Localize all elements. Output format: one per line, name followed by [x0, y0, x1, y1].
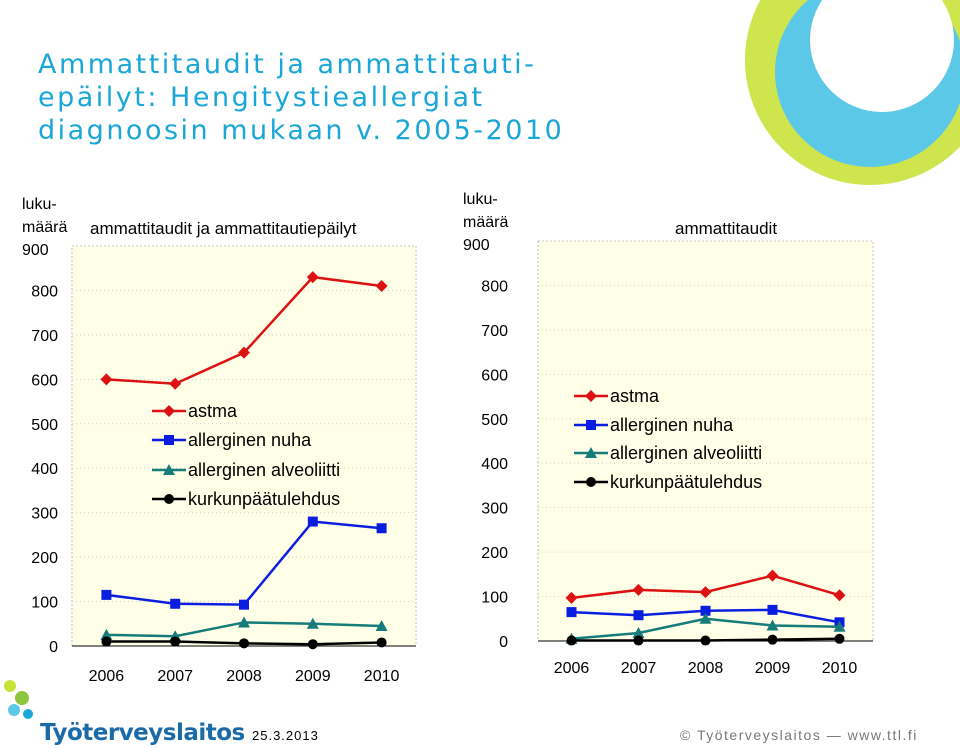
legend-marker	[586, 420, 596, 430]
y-tick-label: 500	[481, 412, 508, 429]
data-point	[377, 523, 387, 533]
legend-label: astma	[188, 401, 238, 421]
footer-copyright: © Työterveyslaitos — www.ttl.fi	[680, 727, 918, 743]
y-tick-label: 400	[31, 461, 58, 478]
y-tick-label: 200	[31, 550, 58, 567]
x-tick-label: 2008	[226, 668, 262, 685]
legend-label: astma	[610, 386, 660, 406]
x-tick-label: 2010	[822, 660, 858, 677]
chart-title: ammattitaudit ja ammattitautiepäilyt	[90, 219, 357, 238]
chart-2: 0 100 200 300 400 500 600 700 800 luku-määrä 900 20…	[463, 191, 873, 677]
data-point	[377, 637, 387, 647]
data-point	[308, 517, 318, 527]
data-point	[101, 637, 111, 647]
data-point	[567, 636, 577, 646]
footer-date: 25.3.2013	[252, 728, 319, 743]
logo-mark-icon	[4, 680, 33, 719]
y-tick-label: 900	[463, 237, 490, 254]
data-point	[170, 599, 180, 609]
data-point	[170, 637, 180, 647]
legend-label: kurkunpäätulehdus	[188, 489, 340, 509]
x-tick-label: 2009	[295, 668, 331, 685]
data-point	[701, 636, 711, 646]
chart-title: ammattitaudit	[675, 219, 777, 238]
legend-marker	[586, 477, 596, 487]
y-tick-label: 800	[481, 278, 508, 295]
x-tick-label: 2006	[554, 660, 590, 677]
y-tick-label: 100	[481, 590, 508, 607]
x-tick-label: 2008	[688, 660, 724, 677]
y-tick-label: 100	[31, 595, 58, 612]
data-point	[101, 590, 111, 600]
y-tick-label: 500	[31, 417, 58, 434]
x-tick-label: 2007	[621, 660, 657, 677]
y-tick-label: 700	[481, 323, 508, 340]
y-tick-label: 200	[481, 545, 508, 562]
y-tick-label: 400	[481, 456, 508, 473]
legend-label: allerginen nuha	[610, 415, 734, 435]
chart-1: 0 100 200 300 400 500 600 700 800 luku-määrä 900 20…	[22, 196, 416, 685]
logo-text: Työterveyslaitos	[40, 720, 245, 746]
y-tick-label: 300	[31, 506, 58, 523]
y-axis-label: määrä	[463, 214, 508, 231]
y-tick-label: 700	[31, 328, 58, 345]
legend-marker	[164, 494, 174, 504]
y-axis-label: luku-	[463, 191, 498, 208]
y-tick-label: 800	[31, 283, 58, 300]
y-tick-label: 0	[49, 639, 58, 656]
data-point	[768, 605, 778, 615]
y-tick-label: 0	[499, 634, 508, 651]
data-point	[768, 635, 778, 645]
legend-label: kurkunpäätulehdus	[610, 472, 762, 492]
y-tick-label: 900	[22, 242, 49, 259]
legend-label: allerginen alveoliitti	[188, 460, 340, 480]
y-axis-label: luku-	[22, 196, 57, 213]
x-tick-label: 2009	[755, 660, 791, 677]
data-point	[239, 638, 249, 648]
y-tick-label: 300	[481, 501, 508, 518]
y-tick-label: 600	[31, 372, 58, 389]
data-point	[567, 607, 577, 617]
y-tick-label: 600	[481, 367, 508, 384]
data-point	[634, 636, 644, 646]
data-point	[835, 634, 845, 644]
legend-label: allerginen alveoliitti	[610, 443, 762, 463]
plot-area	[538, 241, 873, 641]
data-point	[308, 639, 318, 649]
data-point	[239, 600, 249, 610]
data-point	[634, 610, 644, 620]
y-axis-label: määrä	[22, 219, 67, 236]
x-tick-label: 2010	[364, 668, 400, 685]
legend-label: allerginen nuha	[188, 430, 312, 450]
legend-marker	[164, 435, 174, 445]
